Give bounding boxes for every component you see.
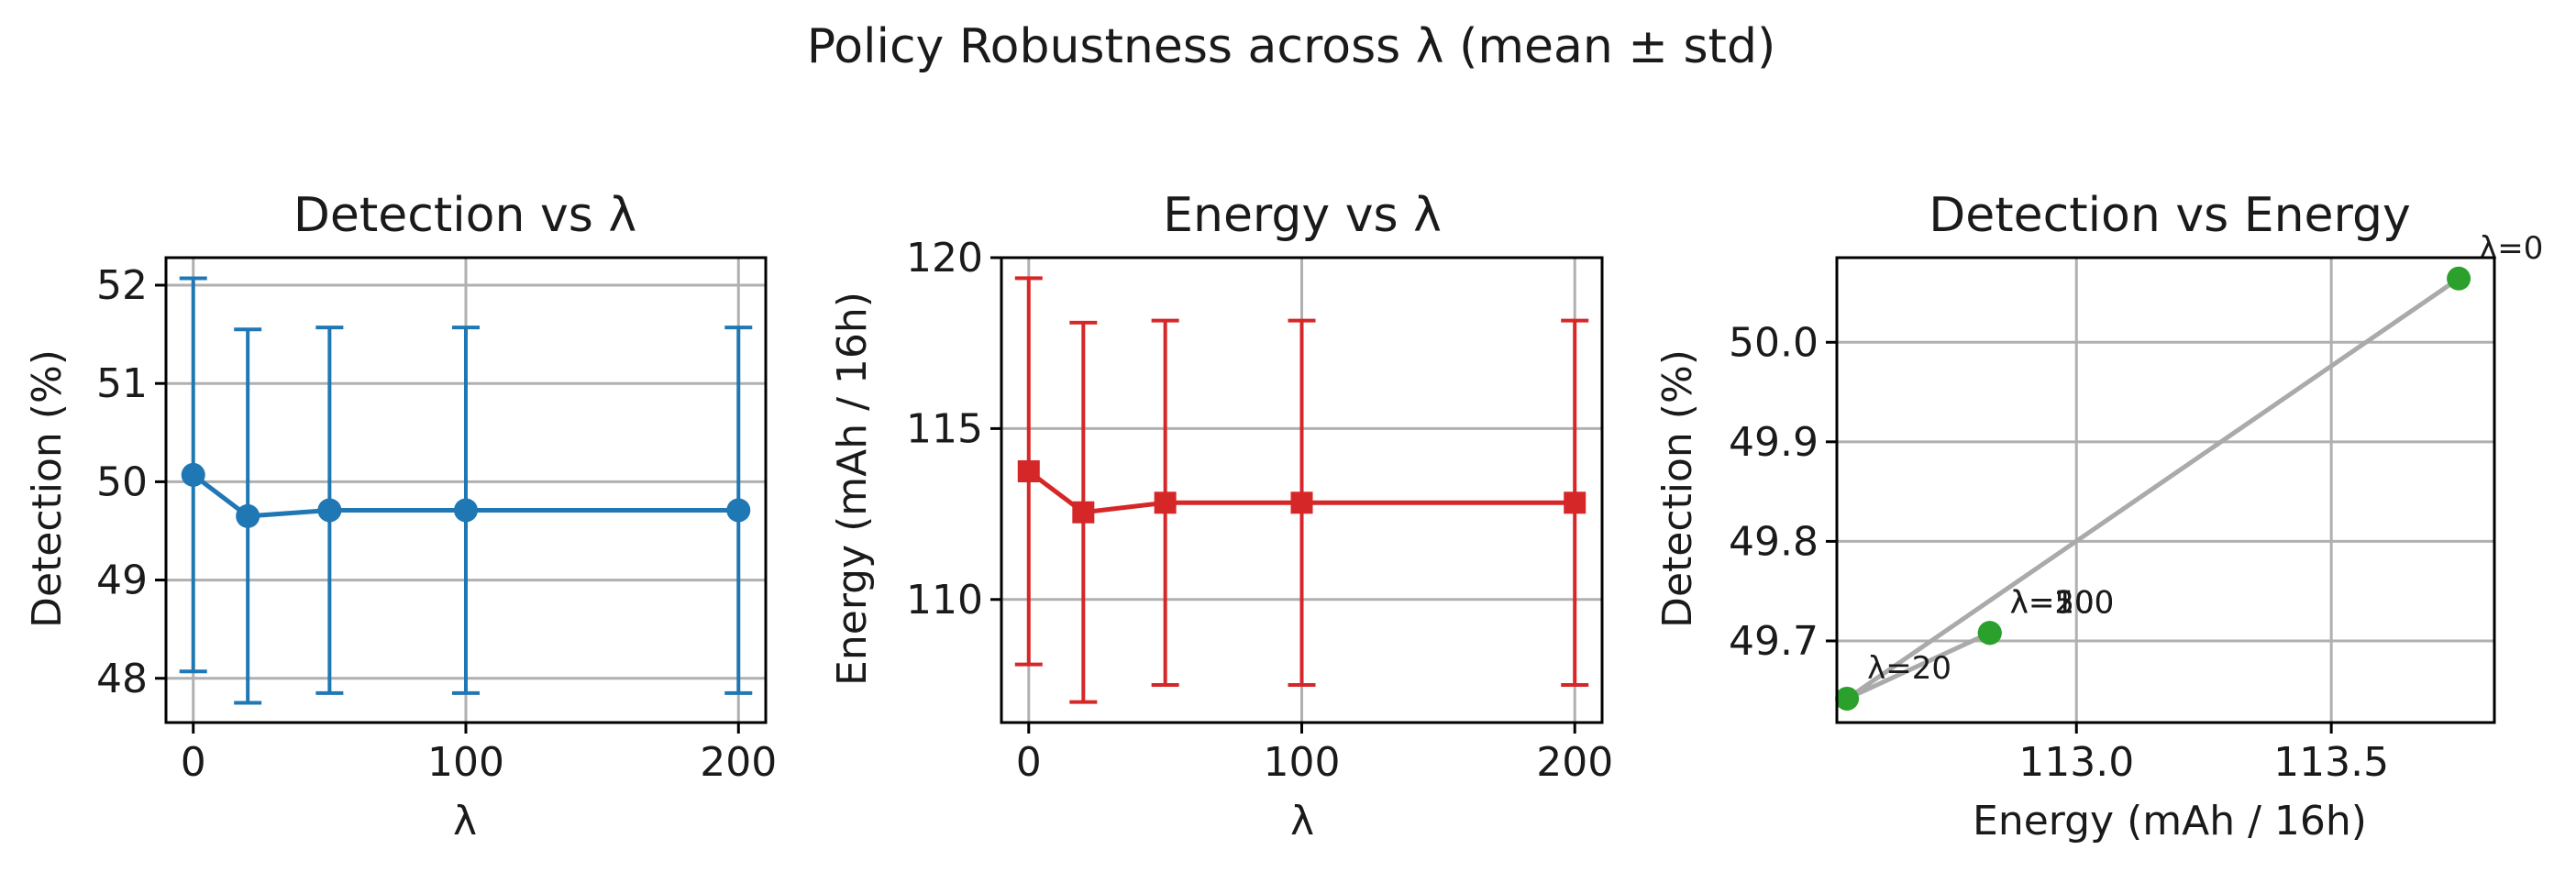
- x-tick-label: 113.0: [2018, 739, 2134, 786]
- panel-1-ylabel: Detection (%): [24, 349, 71, 628]
- x-tick-label: 0: [1016, 739, 1042, 786]
- figure-suptitle: Policy Robustness across λ (mean ± std): [807, 19, 1776, 74]
- panel-3-title: Detection vs Energy: [1929, 188, 2411, 243]
- panel-1-xlabel: λ: [453, 798, 477, 844]
- panel-3-ylabel: Detection (%): [1654, 349, 1701, 628]
- x-tick-label: 200: [700, 739, 777, 786]
- y-tick-label: 50.0: [1729, 319, 1819, 366]
- y-tick-label: 50: [96, 458, 148, 505]
- y-tick-label: 49.9: [1729, 419, 1819, 466]
- x-tick-label: 200: [1536, 739, 1613, 786]
- x-tick-label: 100: [427, 739, 504, 786]
- point-annotation: λ=100: [2010, 584, 2115, 621]
- axes-frame: [1000, 256, 1604, 724]
- panel-3-xlabel: Energy (mAh / 16h): [1973, 798, 2367, 844]
- point-annotation: λ=20: [1867, 650, 1951, 687]
- data-point: [181, 462, 205, 487]
- data-point: [1017, 459, 1040, 482]
- panel-2-plot: 0 100 200 110 115 120: [906, 235, 1613, 786]
- data-point: [236, 503, 260, 528]
- x-tick-label: 113.5: [2273, 739, 2389, 786]
- data-point: [317, 498, 342, 523]
- y-tick-label: 120: [906, 235, 983, 281]
- panel-energy-vs-lambda: Energy vs λ λ Energy (mAh / 16h) 0 100 200…: [829, 188, 1613, 844]
- data-point: [1977, 621, 2002, 646]
- data-point: [454, 498, 478, 523]
- y-tick-label: 115: [906, 405, 983, 452]
- y-tick-label: 49.8: [1729, 518, 1819, 565]
- y-tick-label: 49.7: [1729, 618, 1819, 665]
- panel-2-xlabel: λ: [1290, 798, 1314, 844]
- panel-1-title: Detection vs λ: [293, 188, 636, 243]
- data-point: [1072, 501, 1095, 524]
- panel-detection-vs-energy: Detection vs Energy Energy (mAh / 16h) D…: [1654, 188, 2543, 844]
- y-tick-label: 52: [96, 262, 148, 309]
- panel-2-ylabel: Energy (mAh / 16h): [829, 292, 876, 686]
- panel-detection-vs-lambda: Detection vs λ λ Detection (%) 0 100 200 48…: [24, 188, 777, 844]
- point-annotation: λ=50: [2010, 584, 2095, 621]
- axes-frame: [1835, 256, 2496, 724]
- data-point: [1835, 686, 1860, 711]
- data-point: [2447, 266, 2471, 291]
- point-annotation: λ=0: [2479, 230, 2543, 267]
- y-tick-label: 51: [96, 360, 148, 407]
- y-tick-label: 48: [96, 656, 148, 702]
- point-annotation: λ=200: [2010, 584, 2115, 621]
- panel-2-title: Energy vs λ: [1163, 188, 1442, 243]
- data-point: [1154, 491, 1177, 514]
- data-point: [1564, 491, 1587, 514]
- y-tick-label: 49: [96, 557, 148, 604]
- axes-frame: [164, 256, 768, 724]
- x-tick-label: 0: [181, 739, 206, 786]
- panel-3-plot: 113.0 113.5 49.7 49.8 49.9 50.0 λ=0 λ=20 λ=50λ=1…: [1729, 230, 2543, 786]
- data-point: [1290, 491, 1313, 514]
- panel-1-plot: 0 100 200 48 49 50 51 52: [96, 256, 777, 786]
- y-tick-label: 110: [906, 577, 983, 624]
- data-point: [726, 498, 751, 523]
- x-tick-label: 100: [1264, 739, 1341, 786]
